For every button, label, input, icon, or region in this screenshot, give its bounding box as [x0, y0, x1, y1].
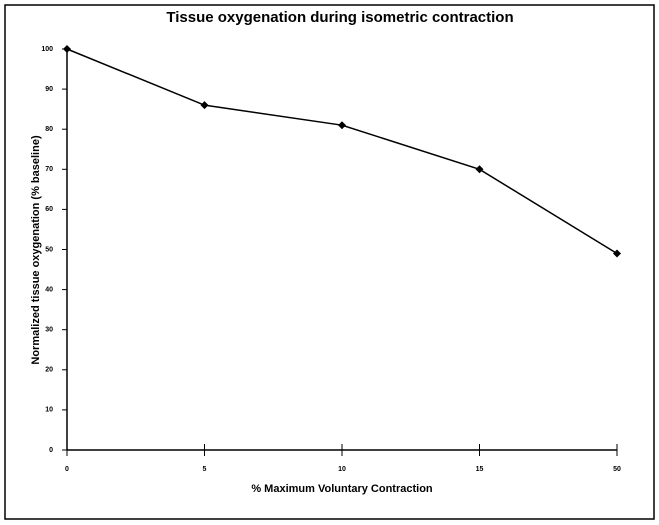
- y-tick-label: 100: [41, 46, 53, 53]
- marker: [338, 121, 346, 130]
- marker: [63, 45, 71, 53]
- y-tick-label: 80: [45, 126, 53, 133]
- marker: [200, 101, 209, 110]
- x-tick-label: 10: [338, 466, 346, 473]
- y-tick-label: 40: [45, 286, 53, 293]
- y-tick-label: 60: [45, 206, 53, 213]
- y-tick-label: 30: [45, 327, 53, 334]
- y-axis-label: Normalized tissue oxygenation (% baselin…: [30, 135, 42, 365]
- x-tick-label: 5: [203, 466, 207, 473]
- y-tick-label: 50: [45, 246, 53, 253]
- y-tick-label: 0: [49, 447, 53, 454]
- x-tick-label: 50: [613, 466, 621, 473]
- y-tick-label: 20: [45, 367, 53, 374]
- marker: [475, 165, 484, 174]
- line: [66, 48, 618, 255]
- y-tick-label: 70: [45, 166, 53, 173]
- x-axis-label: % Maximum Voluntary Contraction: [251, 483, 433, 495]
- marker: [613, 249, 621, 258]
- frame: [4, 4, 655, 520]
- y-tick-label: 10: [45, 407, 53, 414]
- y-tick-label: 90: [45, 86, 53, 93]
- x-tick-label: 0: [65, 466, 69, 473]
- chart-title: Tissue oxygenation during isometric cont…: [166, 9, 513, 26]
- x-tick-label: 15: [476, 466, 484, 473]
